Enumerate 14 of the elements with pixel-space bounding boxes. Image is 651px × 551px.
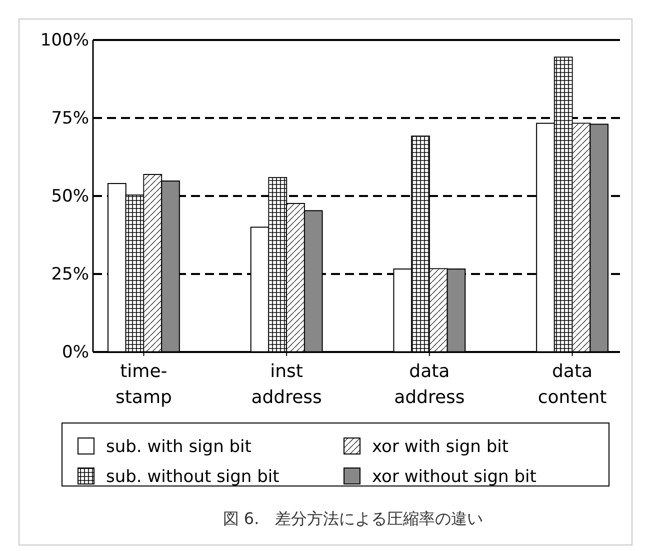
x-tick-label: data content bbox=[538, 361, 607, 408]
y-tick-label: 25% bbox=[51, 264, 89, 284]
y-tick-label: 50% bbox=[51, 186, 89, 206]
legend-label: xor without sign bit bbox=[372, 467, 537, 487]
x-tick-label: time- stamp bbox=[115, 361, 172, 408]
legend-label: xor with sign bit bbox=[372, 437, 509, 457]
legend-label: sub. with sign bit bbox=[106, 437, 252, 457]
x-tick-label: data address bbox=[394, 361, 465, 408]
text: 図 6. 差分方法による圧縮率の違い bbox=[222, 509, 484, 528]
y-tick-label: 0% bbox=[62, 342, 89, 362]
y-tick-label: 100% bbox=[40, 30, 89, 50]
y-tick-label: 75% bbox=[51, 108, 89, 128]
x-tick-label: inst address bbox=[251, 361, 322, 408]
legend-label: sub. without sign bit bbox=[106, 467, 280, 487]
